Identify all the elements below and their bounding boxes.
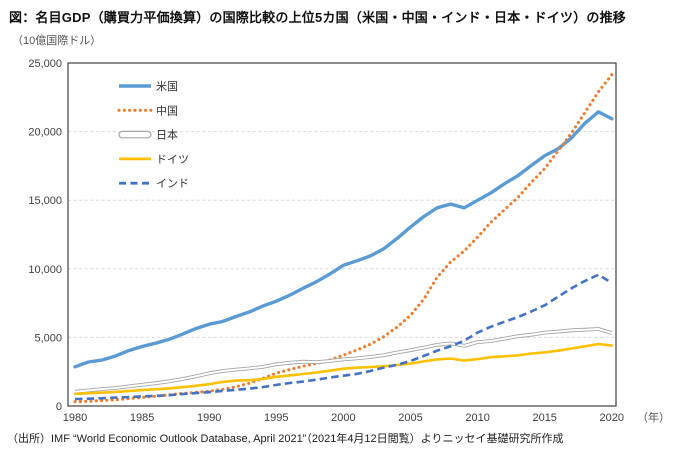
x-tick-label: 2020: [600, 412, 624, 424]
legend-label-japan: 日本: [156, 128, 178, 142]
series-line-japan-inner: [74, 328, 613, 393]
y-tick-label: 20,000: [28, 127, 62, 139]
x-axis-year-label: （年）: [637, 410, 670, 424]
x-tick-label: 1990: [197, 412, 221, 424]
x-tick-label: 1995: [264, 412, 288, 424]
chart-title: 図：名目GDP（購買力平価換算）の国際比較の上位5カ国（米国・中国・インド・日本…: [9, 10, 627, 25]
legend-label-india: インド: [156, 178, 189, 190]
legend-label-usa: 米国: [156, 80, 178, 93]
x-tick-label: 2015: [532, 412, 556, 424]
y-tick-label: 10,000: [28, 264, 62, 276]
series-line-china: [73, 73, 614, 404]
y-tick-label: 5,000: [34, 332, 62, 344]
legend-swatch-japan: [118, 130, 152, 139]
y-tick-label: 0: [56, 401, 62, 413]
y-tick-label: 25,000: [28, 58, 62, 70]
series-line-usa: [73, 110, 614, 369]
x-tick-label: 2005: [398, 412, 422, 424]
y-axis-unit-label: （10億国際ドル）: [12, 35, 102, 47]
x-tick-label: 2010: [465, 412, 489, 424]
x-tick-label: 1980: [63, 412, 87, 424]
legend-label-china: 中国: [156, 104, 178, 117]
legend-label-germany: ドイツ: [156, 154, 189, 166]
y-tick-label: 15,000: [28, 195, 62, 207]
series-line-india: [74, 273, 613, 401]
plot-frame: [67, 62, 617, 407]
x-tick-label: 2000: [331, 412, 355, 424]
series-line-germany: [73, 342, 614, 396]
source-note: （出所）IMF “World Economic Outlook Database…: [7, 433, 564, 445]
x-tick-label: 1985: [130, 412, 154, 424]
